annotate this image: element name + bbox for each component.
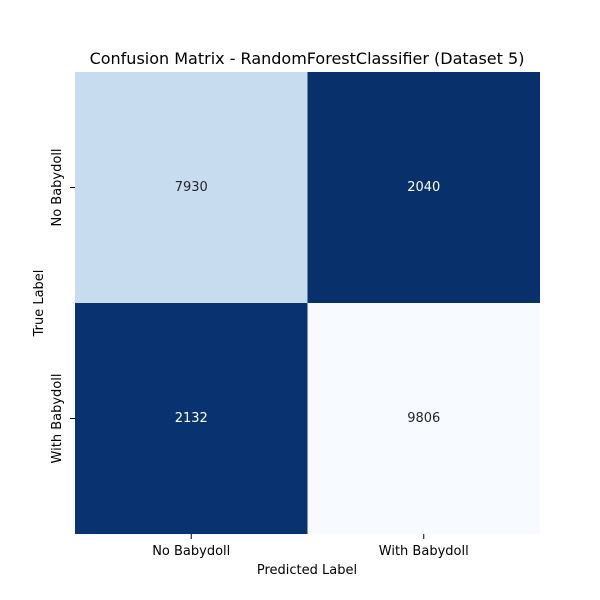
heatmap-cell-value: 9806 [407, 411, 440, 426]
heatmap-cell [307, 72, 540, 303]
x-axis-ticks: No Babydoll With Babydoll [152, 534, 469, 559]
x-axis-label: Predicted Label [257, 563, 357, 578]
chart-title: Confusion Matrix - RandomForestClassifie… [90, 49, 525, 68]
x-tick-label: With Babydoll [379, 544, 469, 559]
y-tick-label: No Babydoll [50, 148, 65, 226]
x-tick-label: No Babydoll [152, 544, 230, 559]
y-axis-label: True Label [32, 270, 47, 338]
heatmap-cell-labels: 7930 2040 2132 9806 [175, 180, 441, 426]
heatmap-cell [307, 303, 540, 534]
heatmap-cells [75, 72, 540, 534]
heatmap-cell [75, 72, 308, 303]
y-axis-ticks: No Babydoll With Babydoll [50, 148, 75, 463]
heatmap-cell-value: 7930 [175, 180, 208, 195]
heatmap-cell [75, 303, 308, 534]
heatmap-cell-value: 2040 [407, 180, 440, 195]
heatmap-cell-value: 2132 [175, 411, 208, 426]
y-tick-label: With Babydoll [50, 374, 65, 464]
